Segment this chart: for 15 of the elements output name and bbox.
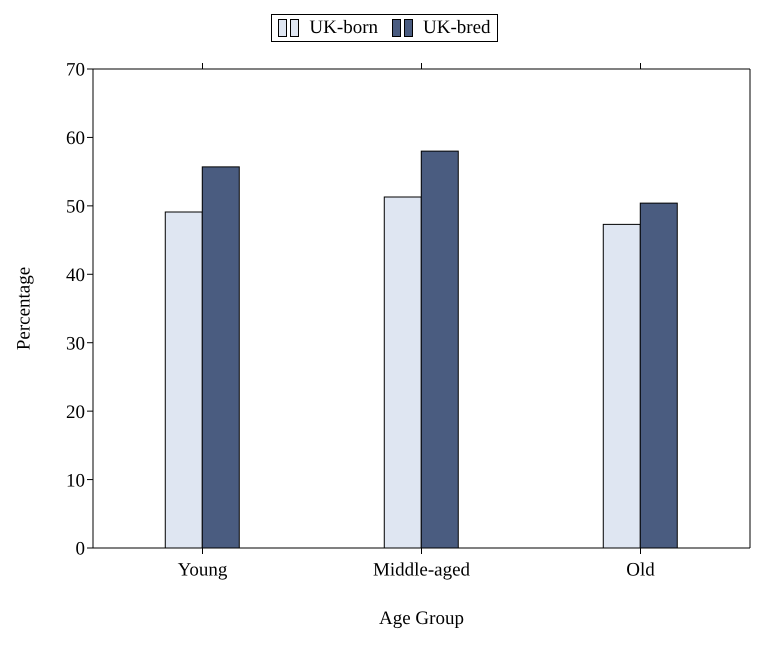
legend-label: UK-born xyxy=(308,17,378,39)
y-tick-label: 40 xyxy=(66,265,85,286)
x-tick-label: Old xyxy=(626,559,656,580)
legend-label: UK-bred xyxy=(422,17,491,39)
x-tick-label: Middle-aged xyxy=(372,559,471,580)
x-tick-label: Young xyxy=(178,559,228,580)
x-axis-title: Age Group xyxy=(379,608,464,629)
y-tick-label: 60 xyxy=(66,128,85,150)
y-tick-label: 70 xyxy=(66,60,85,81)
y-tick-label: 30 xyxy=(66,333,85,354)
y-tick-label: 0 xyxy=(76,538,85,560)
y-tick-label: 20 xyxy=(66,402,85,423)
y-tick-label: 50 xyxy=(66,196,85,218)
y-tick-label: 10 xyxy=(66,470,85,492)
y-axis-title: Percentage xyxy=(14,266,35,350)
